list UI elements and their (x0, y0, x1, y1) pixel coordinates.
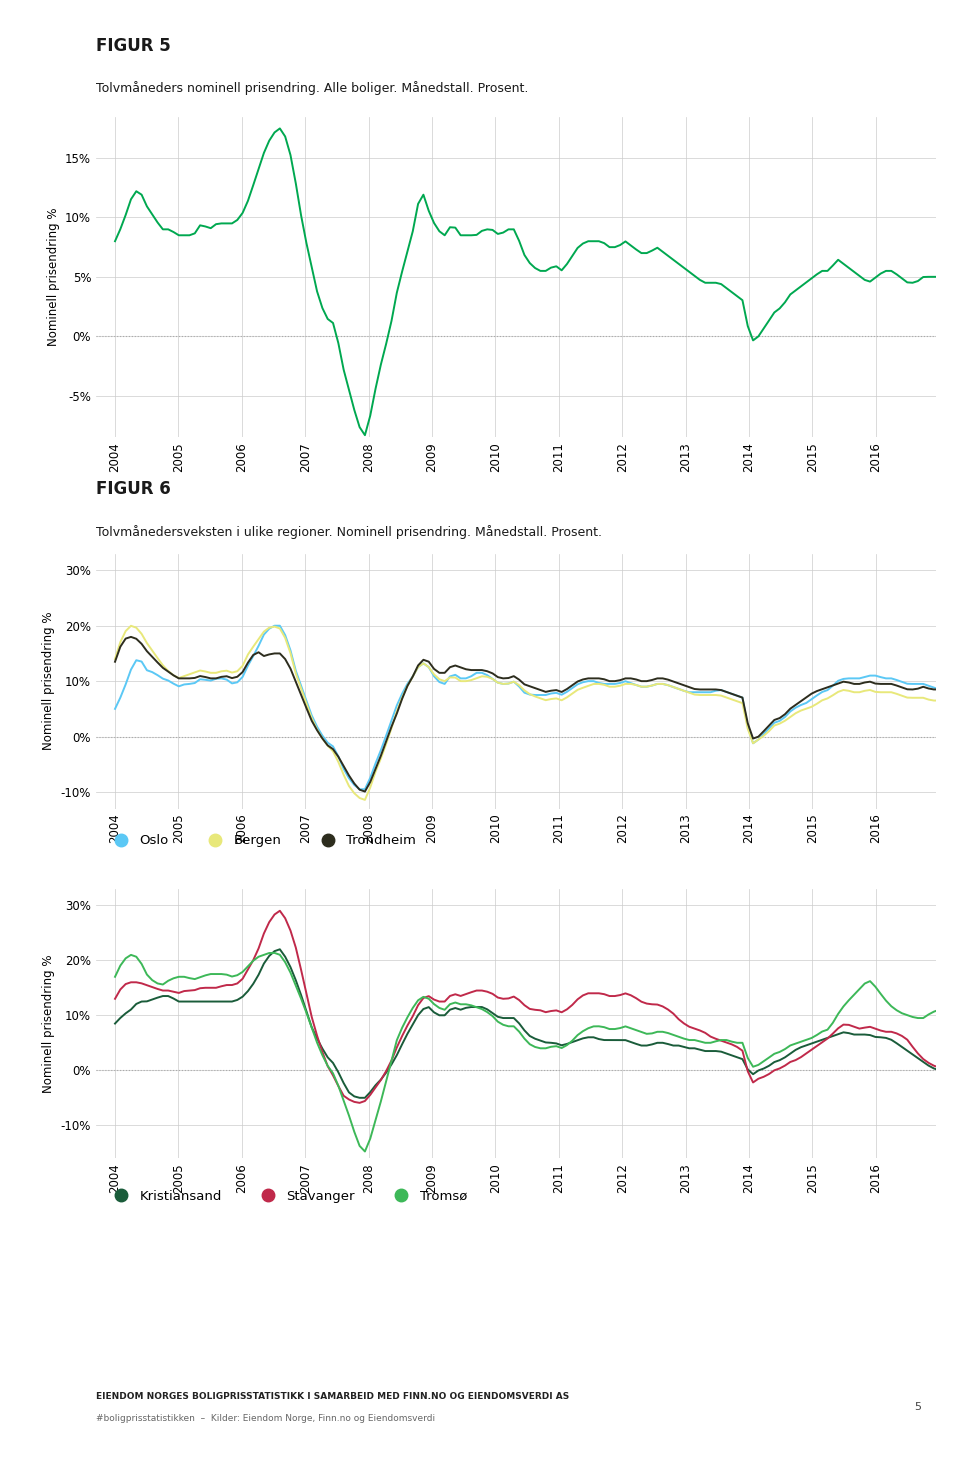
Text: EIENDOM NORGES BOLIGPRISSTATISTIKK I SAMARBEID MED FINN.NO OG EIENDOMSVERDI AS: EIENDOM NORGES BOLIGPRISSTATISTIKK I SAM… (96, 1391, 569, 1400)
Text: Tolvmånedersveksten i ulike regioner. Nominell prisendring. Månedstall. Prosent.: Tolvmånedersveksten i ulike regioner. No… (96, 525, 602, 539)
Text: 5: 5 (915, 1403, 922, 1412)
Y-axis label: Nominell prisendring %: Nominell prisendring % (42, 612, 56, 750)
Legend: Kristiansand, Stavanger, Tromsø: Kristiansand, Stavanger, Tromsø (103, 1185, 472, 1208)
Text: FIGUR 5: FIGUR 5 (96, 38, 171, 55)
Y-axis label: Nominell prisendring %: Nominell prisendring % (47, 207, 60, 347)
Y-axis label: Nominell prisendring %: Nominell prisendring % (42, 954, 56, 1093)
Text: Tolvmåneders nominell prisendring. Alle boliger. Månedstall. Prosent.: Tolvmåneders nominell prisendring. Alle … (96, 80, 528, 95)
Legend: Oslo, Bergen, Trondheim: Oslo, Bergen, Trondheim (103, 829, 421, 852)
Text: #boligprisstatistikken  –  Kilder: Eiendom Norge, Finn.no og Eiendomsverdi: #boligprisstatistikken – Kilder: Eiendom… (96, 1413, 435, 1422)
Text: FIGUR 6: FIGUR 6 (96, 481, 171, 498)
